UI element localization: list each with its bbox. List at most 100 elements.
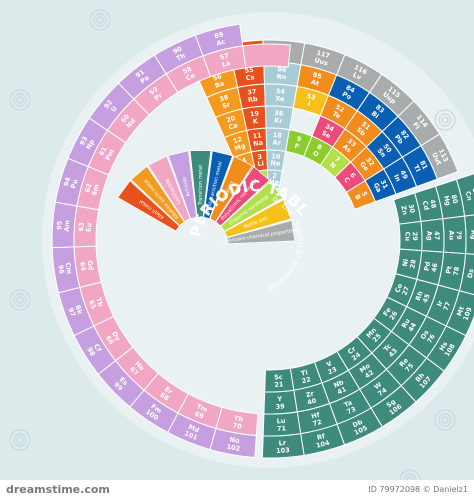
element-symbol: Cm bbox=[64, 262, 74, 275]
legend-label: Actinide bbox=[181, 176, 191, 197]
element-symbol: Rh bbox=[414, 290, 425, 302]
element-symbol: Mt bbox=[455, 305, 466, 317]
atomic-number: 39 bbox=[275, 402, 285, 411]
atomic-number: 12 bbox=[232, 135, 243, 145]
element-symbol: Lr bbox=[279, 439, 288, 447]
atomic-number: 48 bbox=[428, 199, 438, 210]
element-symbol: Er bbox=[163, 385, 174, 396]
element-symbol: Lv bbox=[351, 71, 363, 82]
element-symbol: Cn bbox=[464, 191, 474, 202]
atomic-number: 8 bbox=[315, 143, 323, 152]
element-symbol: Bk bbox=[73, 304, 84, 316]
element-symbol: Pa bbox=[139, 74, 151, 86]
atomic-number: 18 bbox=[273, 131, 283, 140]
element-symbol: Ne bbox=[270, 159, 281, 168]
element-symbol: B bbox=[353, 193, 362, 201]
atomic-number: 73 bbox=[346, 405, 358, 416]
atomic-number: 81 bbox=[418, 159, 429, 171]
legend-label: Transition metal bbox=[198, 165, 204, 206]
element-symbol: Th bbox=[175, 51, 187, 62]
atomic-number: 21 bbox=[274, 380, 284, 389]
element-symbol: Cu bbox=[403, 232, 411, 242]
legend-swatch bbox=[117, 180, 180, 232]
element-y: 39Y bbox=[263, 389, 298, 415]
atomic-number: 49 bbox=[398, 169, 409, 181]
atomic-number: 57 bbox=[219, 52, 230, 62]
element-symbol: C bbox=[342, 176, 351, 185]
element-symbol: Hs bbox=[438, 340, 450, 352]
atomic-number: 37 bbox=[247, 88, 257, 97]
element-symbol: Am bbox=[63, 219, 72, 232]
element-symbol: Tb bbox=[94, 296, 105, 308]
element-symbol: Po bbox=[341, 90, 353, 102]
atomic-number: 104 bbox=[315, 439, 331, 450]
element-symbol: Ti bbox=[300, 368, 308, 377]
element-symbol: Db bbox=[351, 418, 364, 430]
element-symbol: No bbox=[229, 436, 241, 446]
element-symbol: Co bbox=[393, 282, 404, 294]
atomic-number: 45 bbox=[421, 292, 432, 304]
element-symbol: Ta bbox=[343, 398, 354, 409]
atomic-number: 93 bbox=[78, 135, 89, 147]
atomic-number: 10 bbox=[271, 152, 281, 161]
atomic-number: 20 bbox=[225, 114, 237, 125]
element-symbol: Rf bbox=[316, 432, 326, 442]
element-symbol: Cd bbox=[421, 200, 431, 211]
element-symbol: Hg bbox=[442, 195, 452, 207]
element-symbol: Ca bbox=[227, 121, 238, 131]
footer-bar: dreamstime.com ID 79972098 © Danielz1 bbox=[0, 480, 474, 500]
element-symbol: La bbox=[221, 59, 231, 69]
element-symbol: Pt bbox=[444, 265, 453, 274]
atomic-number: 103 bbox=[276, 446, 290, 455]
atomic-number: 76 bbox=[425, 332, 437, 344]
legend-swatch bbox=[215, 166, 271, 227]
atomic-number: 98 bbox=[85, 346, 97, 358]
atomic-number: 83 bbox=[374, 103, 386, 115]
element-symbol: Ds bbox=[466, 268, 474, 279]
element-symbol: He bbox=[269, 178, 280, 187]
atomic-number: 30 bbox=[407, 203, 417, 214]
element-symbol: Tm bbox=[195, 402, 209, 414]
atomic-number: 85 bbox=[312, 71, 323, 81]
element-symbol: Rg bbox=[469, 230, 474, 240]
element-symbol: U bbox=[109, 105, 119, 114]
legend-swatch bbox=[220, 180, 284, 232]
atomic-number: 63 bbox=[77, 222, 86, 232]
atomic-number: 117 bbox=[316, 49, 331, 60]
element-symbol: Se bbox=[320, 129, 332, 141]
atomic-number: 31 bbox=[379, 179, 390, 191]
element-symbol: F bbox=[294, 142, 300, 151]
legend-swatch bbox=[147, 155, 191, 223]
element-symbol: Es bbox=[118, 376, 130, 388]
atomic-number: 77 bbox=[442, 301, 453, 312]
element-symbol: Ba bbox=[214, 79, 225, 89]
atomic-number: 71 bbox=[277, 424, 287, 433]
atomic-number: 52 bbox=[334, 103, 346, 114]
element-sc-cell bbox=[264, 367, 295, 393]
atomic-number: 53 bbox=[306, 92, 317, 102]
atomic-number: 86 bbox=[277, 65, 287, 74]
atomic-number: 84 bbox=[344, 83, 356, 95]
swirl-ornament bbox=[9, 429, 31, 451]
legend-swatch bbox=[167, 150, 198, 220]
element-symbol: Ar bbox=[272, 138, 282, 147]
legend-item: Transition metal bbox=[189, 150, 212, 218]
atomic-number: 65 bbox=[87, 299, 98, 311]
atomic-number: 94 bbox=[62, 176, 72, 187]
element-symbol: N bbox=[328, 161, 337, 171]
element-symbol: Ag bbox=[425, 231, 433, 241]
lanthanide-spacer bbox=[242, 43, 292, 69]
legend-swatch bbox=[224, 199, 292, 238]
element-symbol: Sc bbox=[274, 373, 283, 382]
atomic-number: 42 bbox=[363, 368, 375, 380]
